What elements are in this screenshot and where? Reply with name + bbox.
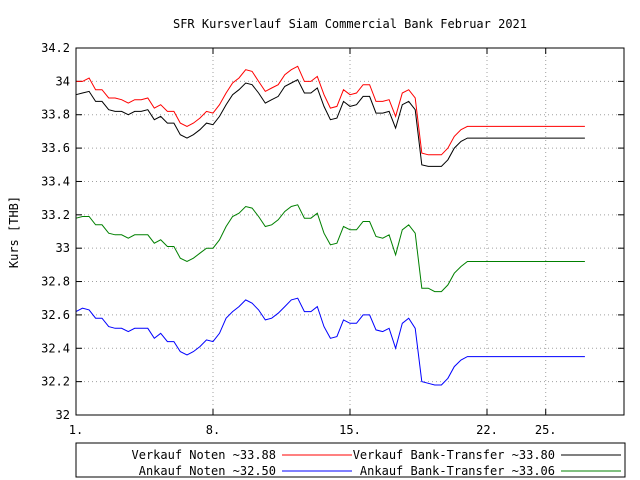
legend-label-2: Ankauf Noten ~32.50 <box>139 464 276 478</box>
x-tick-label: 15. <box>339 423 361 437</box>
y-tick-label: 33.6 <box>41 141 70 155</box>
y-tick-label: 32.8 <box>41 275 70 289</box>
series-line-3 <box>75 204 585 293</box>
y-tick-label: 32.2 <box>41 375 70 389</box>
series-group <box>75 65 585 386</box>
y-tick-label: 32.6 <box>41 308 70 322</box>
y-tick-label: 33 <box>56 241 70 255</box>
plot-frame <box>75 47 625 416</box>
chart-title: SFR Kursverlauf Siam Commercial Bank Feb… <box>173 17 527 31</box>
x-tick-label: 8. <box>206 423 220 437</box>
series-line-0 <box>76 65 585 156</box>
y-tick-label: 33.2 <box>41 208 70 222</box>
y-tick-label: 33.8 <box>41 108 70 122</box>
legend-label-1: Verkauf Bank-Transfer ~33.80 <box>353 448 555 462</box>
x-tick-label: 1. <box>69 423 83 437</box>
series-line-2 <box>75 297 585 386</box>
x-tick-label: 22. <box>476 423 498 437</box>
y-axis-label: Kurs [THB] <box>7 196 21 268</box>
x-tick-label: 25. <box>535 423 557 437</box>
y-tick-label: 33.4 <box>41 174 70 188</box>
y-tick-label: 34 <box>56 74 70 88</box>
y-tick-label: 32.4 <box>41 341 70 355</box>
axis-ticks: 32 32.2 32.4 32.6 32.8 33 33.2 33.4 33.6 33.8 34 34… <box>41 41 624 437</box>
legend: Verkauf Noten ~33.88 Verkauf Bank-Transfe… <box>75 442 626 478</box>
y-tick-label: 34.2 <box>41 41 70 55</box>
legend-label-3: Ankauf Bank-Transfer ~33.06 <box>360 464 555 478</box>
series-line-1 <box>75 79 585 167</box>
y-tick-label: 32 <box>56 408 70 422</box>
legend-label-0: Verkauf Noten ~33.88 <box>132 448 277 462</box>
grid <box>75 47 624 416</box>
